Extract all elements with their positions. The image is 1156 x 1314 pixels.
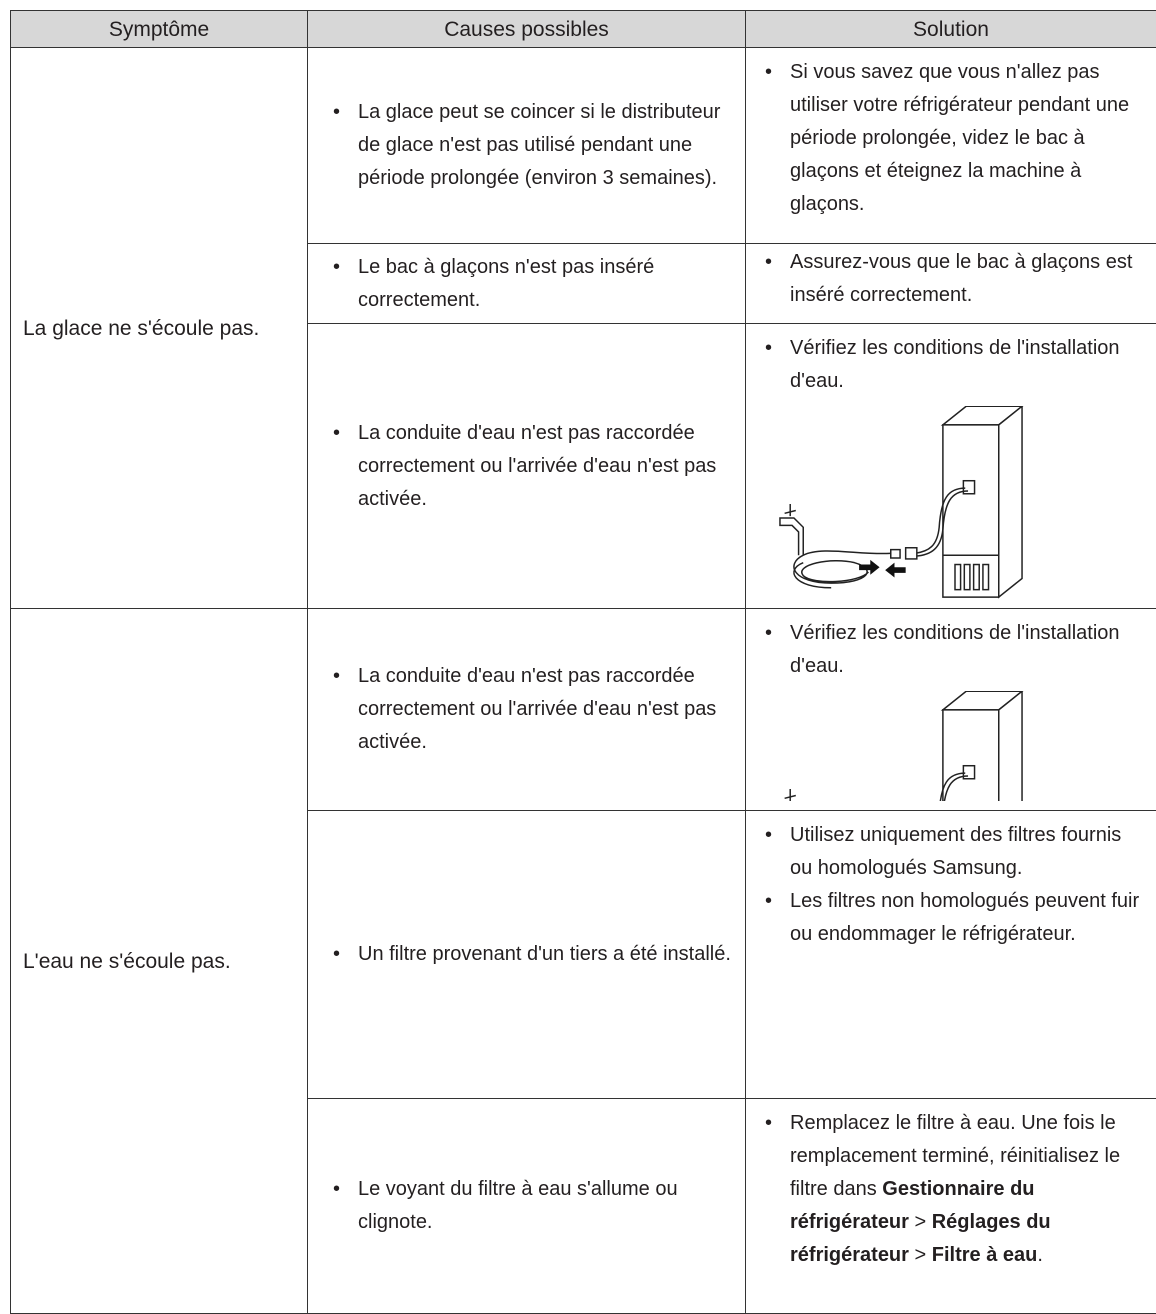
solution-text: >: [909, 1244, 932, 1266]
solution-cell: Utilisez uniquement des filtres fournis …: [746, 811, 1156, 1099]
cause: La conduite d'eau n'est pas raccordée co…: [358, 660, 735, 759]
symptom: L'eau ne s'écoule pas.: [11, 609, 308, 1314]
cause: La glace peut se coincer si le distribut…: [358, 96, 735, 195]
cause: Un filtre provenant d'un tiers a été ins…: [358, 938, 735, 971]
cause-cell: La glace peut se coincer si le distribut…: [308, 48, 746, 244]
solution: Les filtres non homologués peuvent fuir …: [790, 885, 1146, 951]
cause-cell: Le voyant du filtre à eau s'allume ou cl…: [308, 1099, 746, 1314]
solution: Assurez-vous que le bac à glaçons est in…: [790, 246, 1146, 312]
row: La glace ne s'écoule pas. La glace peut …: [11, 48, 1156, 244]
solution: Vérifiez les conditions de l'installatio…: [790, 617, 1146, 683]
solution-cell: Si vous savez que vous n'allez pas utili…: [746, 48, 1156, 244]
troubleshooting-table: Symptôme Causes possibles Solution La gl…: [10, 10, 1156, 1314]
solution-text: >: [909, 1211, 932, 1233]
cause: Le voyant du filtre à eau s'allume ou cl…: [358, 1173, 735, 1239]
solution-text: .: [1037, 1244, 1043, 1266]
solution-cell: Assurez-vous que le bac à glaçons est in…: [746, 244, 1156, 324]
solution: Remplacez le filtre à eau. Une fois le r…: [790, 1107, 1146, 1272]
menu-path: Filtre à eau: [932, 1244, 1038, 1266]
cause-cell: La conduite d'eau n'est pas raccordée co…: [308, 609, 746, 811]
cause: Le bac à glaçons n'est pas inséré correc…: [358, 251, 735, 317]
header-cell: Causes possibles: [308, 11, 746, 48]
solution-cell: Vérifiez les conditions de l'installatio…: [746, 609, 1156, 811]
row: L'eau ne s'écoule pas. La conduite d'eau…: [11, 609, 1156, 811]
symptom: La glace ne s'écoule pas.: [11, 48, 308, 609]
water-connection-illustration: [766, 691, 1036, 801]
solution: Utilisez uniquement des filtres fournis …: [790, 819, 1146, 885]
solution-cell: Vérifiez les conditions de l'installatio…: [746, 324, 1156, 609]
water-connection-illustration: [766, 406, 1036, 602]
solution-cell: Remplacez le filtre à eau. Une fois le r…: [746, 1099, 1156, 1314]
header-cell: Solution: [746, 11, 1156, 48]
cause: La conduite d'eau n'est pas raccordée co…: [358, 417, 735, 516]
solution: Vérifiez les conditions de l'installatio…: [790, 332, 1146, 398]
cause-cell: La conduite d'eau n'est pas raccordée co…: [308, 324, 746, 609]
header-cell: Symptôme: [11, 11, 308, 48]
header-row: Symptôme Causes possibles Solution: [11, 11, 1156, 48]
cause-cell: Le bac à glaçons n'est pas inséré correc…: [308, 244, 746, 324]
cause-cell: Un filtre provenant d'un tiers a été ins…: [308, 811, 746, 1099]
solution: Si vous savez que vous n'allez pas utili…: [790, 56, 1146, 221]
